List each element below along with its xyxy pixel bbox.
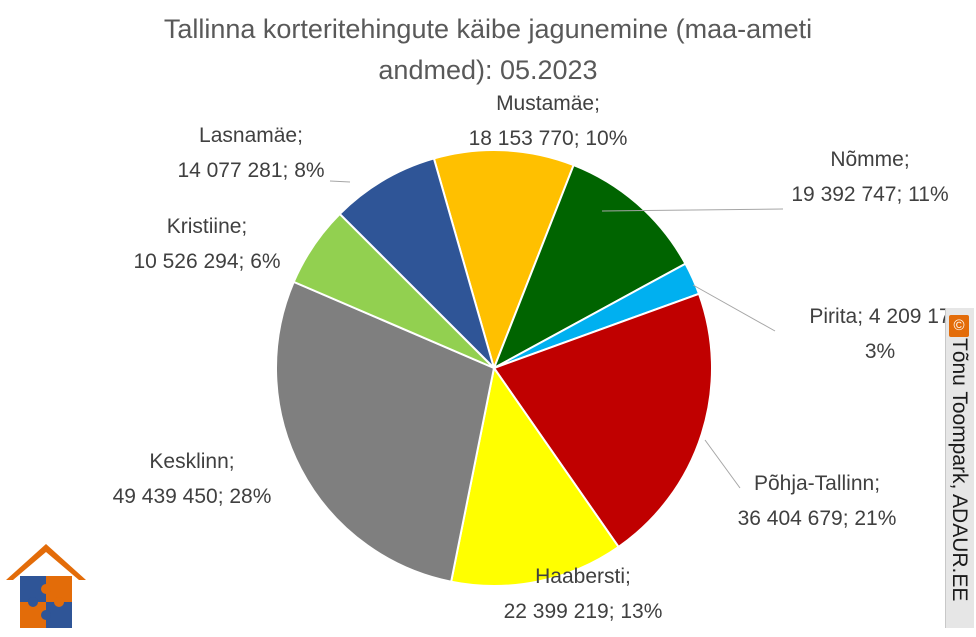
watermark-label: Tõnu Toompark, ADAUR.EE: [948, 338, 971, 602]
house-puzzle-logo-icon: [6, 544, 86, 628]
data-label: Pirita; 4 209 17 3%: [809, 305, 950, 363]
data-label-line: Mustamäe;: [496, 92, 600, 115]
data-label-line: Kristiine;: [167, 215, 248, 238]
data-label-line: Nõmme;: [830, 148, 909, 171]
data-label-line: 19 392 747; 11%: [791, 183, 948, 206]
data-label-line: Lasnamäe;: [199, 124, 303, 147]
leader-line: [692, 284, 776, 332]
chart-title-line-2: andmed): 05.2023: [378, 55, 598, 85]
data-label: Haabersti; 22 399 219; 13%: [504, 565, 663, 623]
data-label: Kristiine; 10 526 294; 6%: [133, 215, 280, 273]
pie-slice-n-mme: [492, 163, 687, 371]
leader-line: [704, 439, 741, 489]
data-label-line: 10 526 294; 6%: [133, 250, 280, 273]
data-label-line: 36 404 679; 21%: [738, 507, 897, 530]
leader-line: [601, 208, 784, 212]
chart-title-line-1: Tallinna korteritehingute käibe jagunemi…: [163, 14, 813, 44]
data-label-line: Haabersti;: [535, 565, 631, 588]
pie-slice-haabersti: [449, 365, 620, 587]
data-label-line: Kesklinn;: [149, 450, 234, 473]
data-label: Nõmme; 19 392 747; 11%: [791, 148, 948, 206]
pie-slice-mustam-e: [432, 149, 575, 372]
copyright-icon: ©: [949, 315, 969, 337]
data-label: Mustamäe; 18 153 770; 10%: [469, 92, 628, 150]
data-label-line: Põhja-Tallinn;: [754, 472, 880, 495]
leader-line: [329, 180, 351, 183]
data-label: Lasnamäe; 14 077 281; 8%: [177, 124, 324, 182]
pie-slice-lasnam-e: [338, 157, 497, 372]
data-label-line: 18 153 770; 10%: [469, 127, 628, 150]
data-label-line: 14 077 281; 8%: [177, 159, 324, 182]
watermark-text: Tõnu Toompark, ADAUR.EE: [947, 312, 971, 628]
data-label-line: Pirita; 4 209 17: [809, 305, 950, 328]
data-label: Põhja-Tallinn; 36 404 679; 21%: [738, 472, 897, 530]
data-label-line: 49 439 450; 28%: [113, 485, 272, 508]
data-label: Kesklinn; 49 439 450; 28%: [113, 450, 272, 508]
pie-slice-kesklinn: [275, 280, 496, 583]
data-label-line: 22 399 219; 13%: [504, 600, 663, 623]
watermark-bar: [945, 308, 974, 628]
pie-slice-p-hja-tallinn: [492, 292, 713, 549]
data-label-line: 3%: [865, 340, 895, 363]
